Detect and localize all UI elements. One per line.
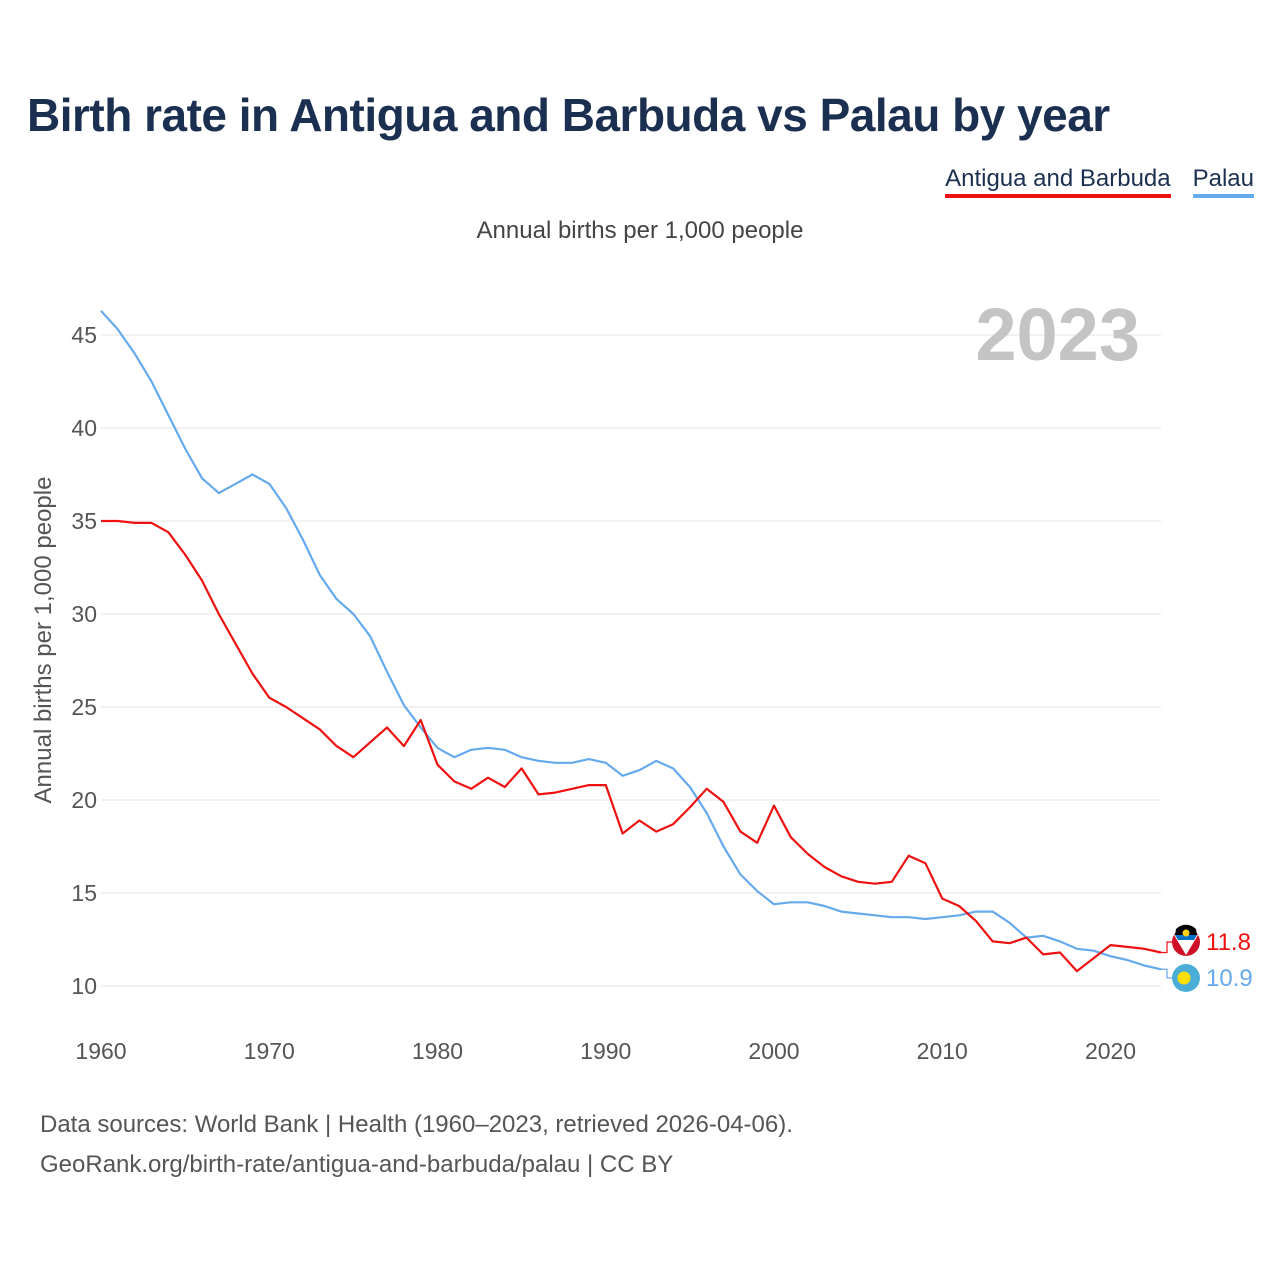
y-tick-label: 15 xyxy=(71,880,97,906)
footer-link[interactable]: GeoRank.org/birth-rate/antigua-and-barbu… xyxy=(40,1151,674,1178)
year-label: 2023 xyxy=(975,293,1140,376)
antigua-connector xyxy=(1161,941,1172,954)
series-line-palau[interactable] xyxy=(100,310,1162,971)
footer-sources: Data sources: World Bank | Health (1960–… xyxy=(40,1111,793,1138)
x-axis-ticks: 1960 1970 1980 1990 2000 2010 2020 xyxy=(75,1038,1136,1064)
legend: Antigua and Barbuda Palau xyxy=(945,165,1254,198)
y-axis-label: Annual births per 1,000 people xyxy=(30,477,57,804)
gridlines xyxy=(101,334,1161,987)
y-tick-label: 20 xyxy=(71,787,97,813)
line-chart: 10 15 20 25 30 35 40 45 1960 1970 1980 1990 2000 201… xyxy=(30,293,1253,1064)
antigua-flag-icon xyxy=(1172,924,1200,956)
y-tick-label: 30 xyxy=(71,601,97,627)
palau-connector xyxy=(1161,968,1172,979)
y-tick-label: 45 xyxy=(71,322,97,348)
x-tick-label: 2000 xyxy=(748,1038,799,1064)
palau-flag-icon xyxy=(1172,964,1200,992)
antigua-end-value: 11.8 xyxy=(1206,929,1251,956)
y-tick-label: 40 xyxy=(71,415,97,441)
series-lines xyxy=(100,310,1162,973)
y-tick-label: 25 xyxy=(71,694,97,720)
legend-item-palau[interactable]: Palau xyxy=(1192,165,1254,198)
series-line-antigua[interactable] xyxy=(101,519,1162,973)
x-tick-label: 1960 xyxy=(75,1038,126,1064)
x-tick-label: 1970 xyxy=(244,1038,295,1064)
palau-end-value: 10.9 xyxy=(1206,965,1253,992)
y-tick-label: 35 xyxy=(71,508,97,534)
legend-item-antigua[interactable]: Antigua and Barbuda xyxy=(945,165,1171,198)
x-tick-label: 1990 xyxy=(580,1038,631,1064)
end-markers: 11.8 10.9 xyxy=(1161,924,1253,992)
y-tick-label: 10 xyxy=(71,973,97,999)
chart-title: Birth rate in Antigua and Barbuda vs Pal… xyxy=(27,89,1110,141)
x-tick-label: 2010 xyxy=(917,1038,968,1064)
footer: Data sources: World Bank | Health (1960–… xyxy=(40,1105,793,1185)
x-tick-label: 1980 xyxy=(412,1038,463,1064)
y-axis-ticks: 10 15 20 25 30 35 40 45 xyxy=(71,322,97,999)
x-tick-label: 2020 xyxy=(1085,1038,1136,1064)
chart-subtitle: Annual births per 1,000 people xyxy=(476,217,804,244)
